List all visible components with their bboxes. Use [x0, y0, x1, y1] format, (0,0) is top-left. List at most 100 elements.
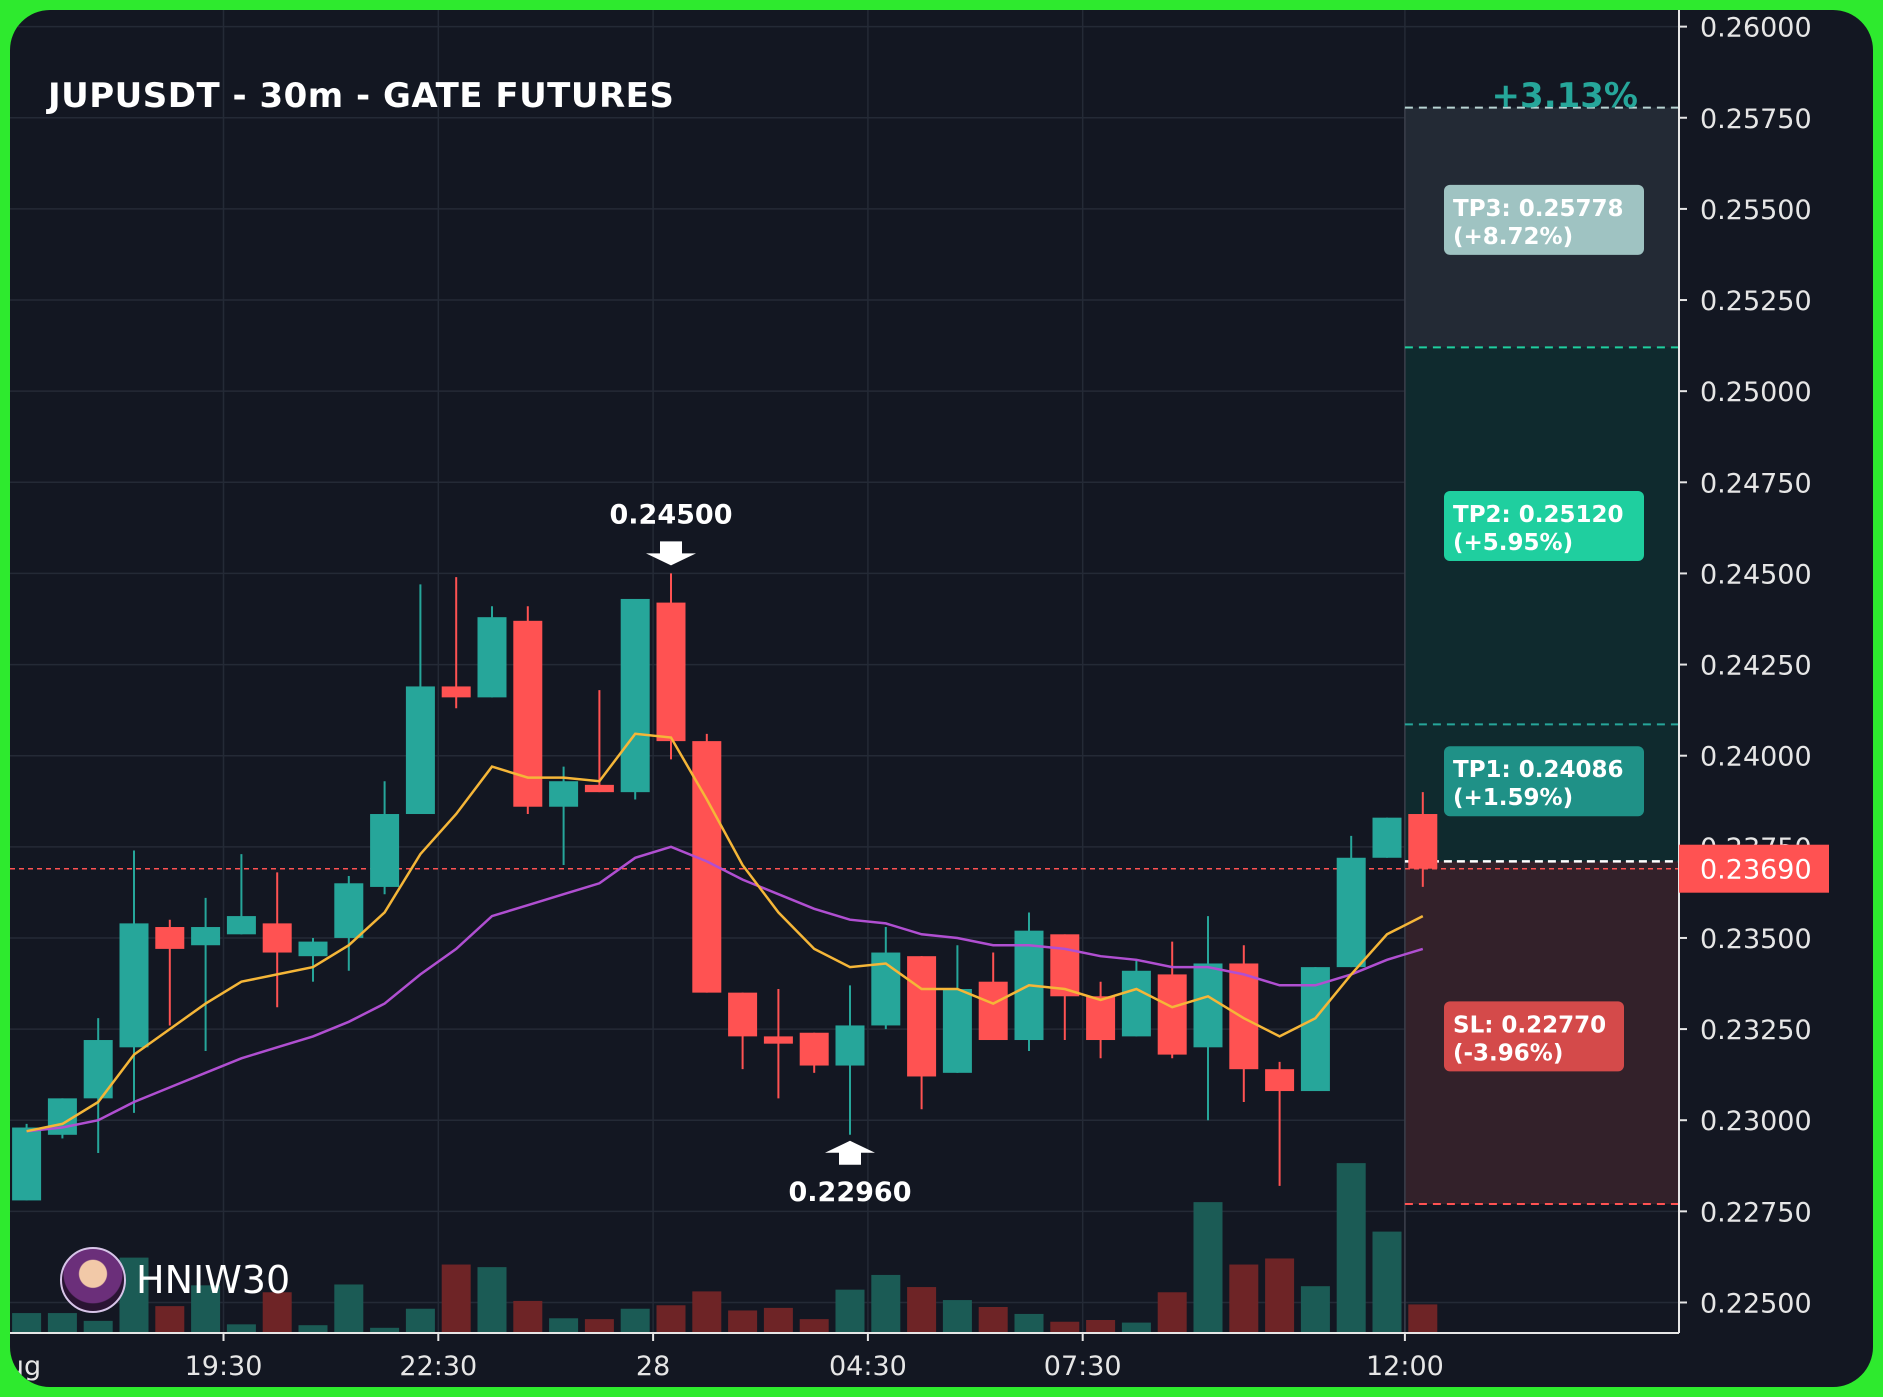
trade-level-label: TP1: 0.24086	[1453, 757, 1624, 783]
volume-bar	[47, 1313, 77, 1333]
ma-fast-line	[26, 732, 1424, 1133]
volume-bar	[620, 1308, 650, 1333]
volume-bar	[978, 1307, 1008, 1333]
volume-bar	[871, 1274, 901, 1333]
y-tick-label: 0.24000	[1700, 742, 1812, 773]
candle-body	[1193, 963, 1223, 1048]
candle-body	[1408, 814, 1438, 869]
volume-bar	[191, 1285, 221, 1333]
candle-body	[1157, 974, 1187, 1055]
y-tick-label: 0.25250	[1700, 286, 1812, 317]
volume-bar	[1408, 1304, 1438, 1333]
y-tick-label: 0.25500	[1700, 195, 1812, 226]
y-tick-label: 0.23250	[1700, 1015, 1812, 1046]
volume-bar	[1372, 1231, 1402, 1333]
volume-bar	[1050, 1321, 1080, 1333]
y-tick-label: 0.24500	[1700, 559, 1812, 590]
candle-body	[978, 981, 1008, 1041]
low-arrow-icon	[825, 1140, 875, 1165]
volume-bar	[334, 1284, 364, 1333]
y-tick-label: 0.24250	[1700, 651, 1812, 682]
y-tick-label: 0.22500	[1700, 1288, 1812, 1319]
volume-bar	[155, 1306, 185, 1333]
candle-body	[119, 923, 149, 1048]
volume-bar	[298, 1325, 328, 1333]
volume-bar	[799, 1319, 829, 1333]
candle-body	[728, 992, 758, 1037]
candle-body	[1086, 996, 1116, 1041]
volume-bar	[226, 1324, 256, 1333]
volume-bar	[907, 1287, 937, 1333]
volume-bar	[942, 1300, 972, 1333]
volume-bar	[728, 1310, 758, 1333]
volume-bar	[1336, 1163, 1366, 1333]
x-tick-label: ug	[10, 1351, 41, 1382]
high-price-label: 0.24500	[610, 499, 733, 530]
trade-level-percent: (+8.72%)	[1453, 224, 1573, 250]
high-arrow-icon	[646, 541, 696, 566]
x-tick-label: 04:30	[829, 1351, 907, 1382]
y-tick-label: 0.26000	[1700, 13, 1812, 44]
trade-level-percent: (-3.96%)	[1453, 1040, 1563, 1066]
trade-level-label: TP2: 0.25120	[1453, 502, 1624, 528]
candle-body	[584, 784, 614, 793]
y-tick-label: 0.23000	[1700, 1106, 1812, 1137]
candle-body	[620, 598, 650, 793]
chart-title: JUPUSDT - 30m - GATE FUTURES	[48, 76, 675, 116]
volume-bar	[405, 1308, 435, 1333]
volume-bar	[1086, 1320, 1116, 1333]
watermark: HNIW30	[60, 1247, 290, 1313]
candle-body	[405, 686, 435, 815]
change-percent: +3.13%	[1491, 76, 1638, 116]
y-tick-label: 0.24750	[1700, 468, 1812, 499]
candle-body	[1121, 970, 1151, 1037]
volume-bar	[477, 1267, 507, 1333]
volume-bar	[549, 1318, 579, 1333]
candle-body	[799, 1032, 829, 1066]
y-tick-label: 0.22750	[1700, 1197, 1812, 1228]
x-tick-label: 28	[636, 1351, 670, 1382]
trade-level-label-box	[1444, 491, 1644, 562]
volume-bar	[1265, 1258, 1295, 1333]
candle-body	[298, 941, 328, 957]
candle-body	[1229, 963, 1259, 1070]
candle-body	[155, 927, 185, 949]
candle-body	[763, 1036, 793, 1044]
candle-body	[441, 686, 471, 698]
volume-bar	[1229, 1264, 1259, 1333]
volume-bar	[370, 1327, 400, 1333]
volume-bar	[1121, 1322, 1151, 1333]
ma-slow-line	[26, 845, 1424, 1133]
trade-level-percent: (+5.95%)	[1453, 530, 1573, 556]
candle-body	[477, 617, 507, 698]
candle-body	[942, 988, 972, 1073]
volume-bar	[1193, 1202, 1223, 1333]
chart-frame: 0.24500 0.22960 TP3: 0.25778 (+8.72%) TP2: 0…	[10, 10, 1873, 1387]
y-tick-label: 0.25000	[1700, 377, 1812, 408]
current-price-badge	[1679, 844, 1829, 893]
volume-bar	[835, 1289, 865, 1333]
candle-body	[1050, 934, 1080, 997]
candle-body	[1300, 967, 1330, 1092]
volume-bar	[83, 1320, 113, 1333]
candlestick-chart[interactable]: 0.24500 0.22960 TP3: 0.25778(+8.72%) TP2: 0…	[10, 10, 1873, 1387]
candle-body	[262, 923, 292, 953]
user-avatar-icon	[60, 1247, 126, 1313]
candle-body	[226, 916, 256, 935]
volume-bar	[584, 1319, 614, 1333]
volume-bar	[262, 1292, 292, 1333]
trade-level-label: SL: 0.22770	[1453, 1012, 1606, 1038]
candle-body	[1265, 1069, 1295, 1092]
x-tick-label: 19:30	[185, 1351, 263, 1382]
volume-bar	[763, 1307, 793, 1333]
x-tick-label: 12:00	[1366, 1351, 1444, 1382]
y-tick-label: 0.23500	[1700, 924, 1812, 955]
candle-body	[549, 781, 579, 807]
volume-bar	[1014, 1313, 1044, 1333]
candle-body	[1336, 857, 1366, 968]
candle-body	[1372, 817, 1402, 858]
volume-bar	[513, 1300, 543, 1333]
candle-body	[907, 956, 937, 1077]
candle-body	[12, 1127, 42, 1201]
volume-bar	[12, 1313, 42, 1333]
